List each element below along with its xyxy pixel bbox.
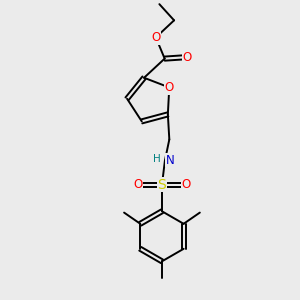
Text: S: S bbox=[158, 178, 166, 192]
Text: O: O bbox=[182, 51, 191, 64]
Text: O: O bbox=[182, 178, 191, 191]
Text: O: O bbox=[165, 81, 174, 94]
Text: O: O bbox=[151, 31, 160, 44]
Text: N: N bbox=[166, 154, 175, 166]
Text: O: O bbox=[133, 178, 142, 191]
Text: H: H bbox=[153, 154, 160, 164]
